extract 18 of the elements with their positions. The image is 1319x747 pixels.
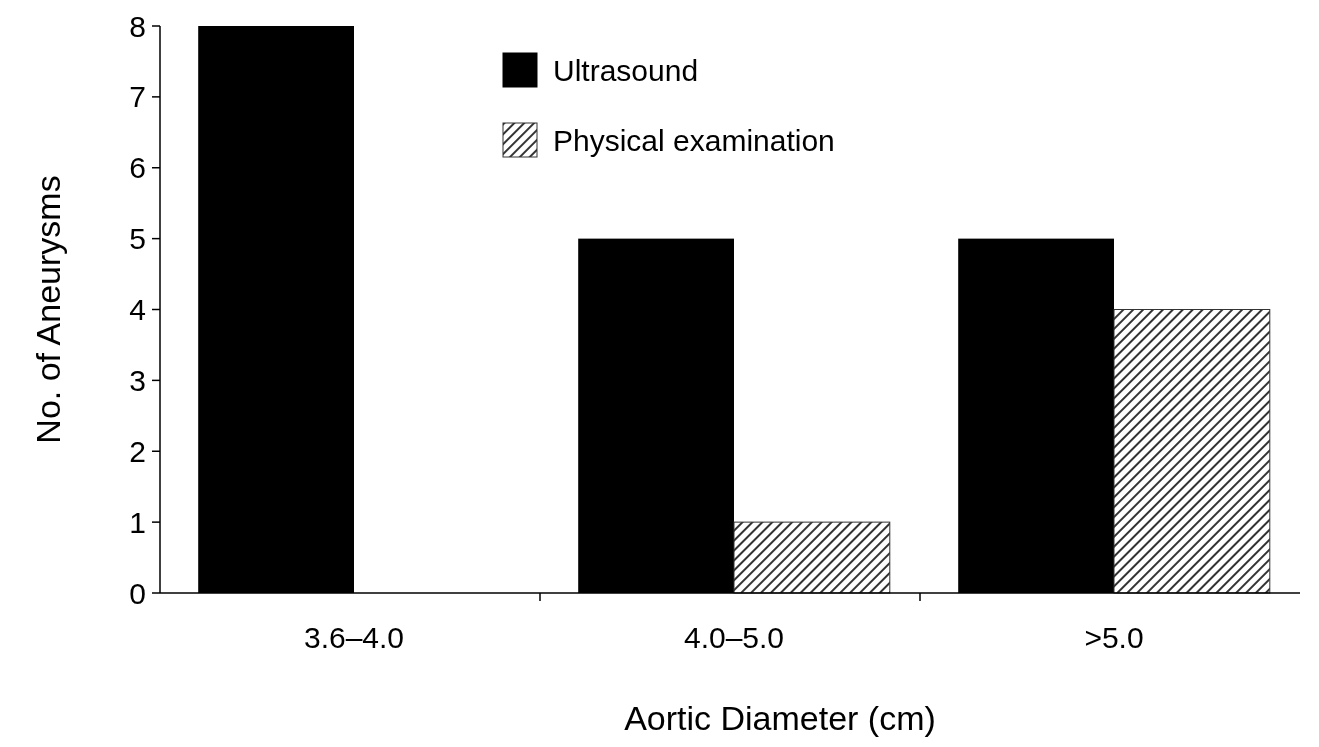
legend-label: Ultrasound bbox=[553, 53, 699, 87]
y-tick-label: 8 bbox=[129, 9, 146, 43]
x-tick-label: >5.0 bbox=[1084, 621, 1144, 654]
y-axis-title: No. of Aneurysms bbox=[29, 175, 67, 444]
y-tick-label: 2 bbox=[129, 434, 146, 468]
x-tick-label: 3.6–4.0 bbox=[303, 621, 405, 654]
y-tick-label: 0 bbox=[129, 576, 146, 610]
x-tick-label: 4.0–5.0 bbox=[683, 621, 785, 654]
bar bbox=[1113, 309, 1271, 594]
y-tick-label: 7 bbox=[129, 80, 146, 114]
y-tick-label: 1 bbox=[129, 505, 146, 539]
y-tick-label: 3 bbox=[129, 363, 146, 397]
y-tick-label: 5 bbox=[129, 222, 146, 256]
y-tick-label: 4 bbox=[129, 293, 146, 326]
y-tick-label: 6 bbox=[129, 151, 146, 185]
x-axis-title: Aortic Diameter (cm) bbox=[624, 699, 936, 737]
legend-label: Physical examination bbox=[553, 123, 835, 157]
bar bbox=[733, 521, 891, 594]
